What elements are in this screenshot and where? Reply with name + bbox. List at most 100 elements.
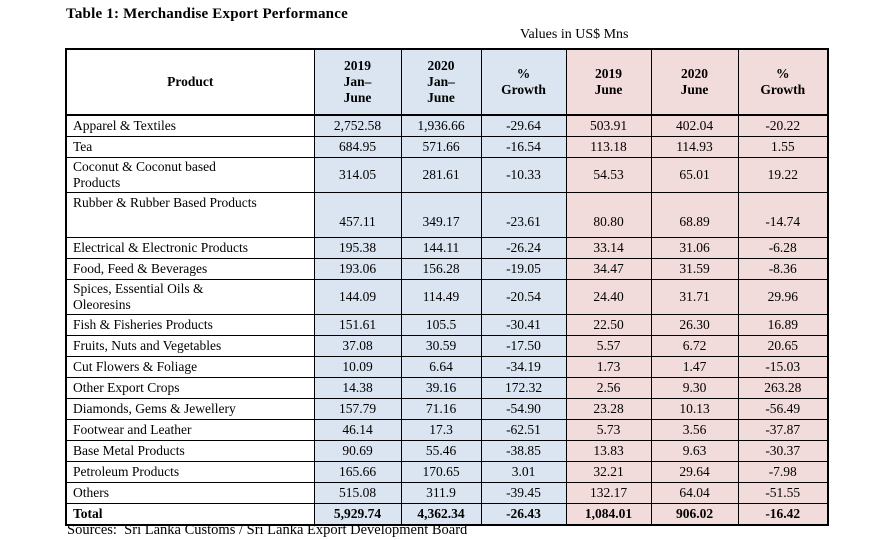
value-cell-2019-jan-june: 193.06 <box>313 257 402 280</box>
value-cell-2020-june: 64.04 <box>650 481 739 504</box>
value-cell-growth-jan-june: -10.33 <box>480 156 567 193</box>
value-cell-2020-jan-june: 55.46 <box>400 439 482 462</box>
value-cell-2020-june: 3.56 <box>650 418 739 441</box>
value-cell-2019-jan-june: 157.79 <box>313 397 402 420</box>
table-body: Apparel & Textiles 2,752.58 1,936.66 -29.64… <box>65 114 829 526</box>
value-cell-2019-june: 13.83 <box>565 439 652 462</box>
table-row: Rubber & Rubber Based Products 457.11 349.… <box>65 191 829 238</box>
value-cell-growth-jan-june: -34.19 <box>480 355 567 378</box>
value-cell-growth-june: -37.87 <box>737 418 829 441</box>
product-cell: Apparel & Textiles <box>65 114 315 137</box>
sources-note: Sources: Sri Lanka Customs / Sri Lanka E… <box>67 522 468 538</box>
value-cell-2020-june: 1.47 <box>650 355 739 378</box>
column-header-line: June <box>680 82 709 97</box>
product-cell: Other Export Crops <box>65 376 315 399</box>
value-cell-2020-june: 6.72 <box>650 334 739 357</box>
value-cell-growth-june: -6.28 <box>737 236 829 259</box>
value-cell-2020-jan-june: 114.49 <box>400 278 482 315</box>
value-cell-2020-june: 9.30 <box>650 376 739 399</box>
value-cell-growth-june: 1.55 <box>737 135 829 158</box>
column-header-line: % <box>776 66 790 81</box>
value-cell-2020-jan-june: 571.66 <box>400 135 482 158</box>
product-cell: Tea <box>65 135 315 158</box>
value-cell-2019-jan-june: 195.38 <box>313 236 402 259</box>
table-row: Food, Feed & Beverages 193.06 156.28 -19.05… <box>65 257 829 280</box>
value-cell-2019-jan-june: 10.09 <box>313 355 402 378</box>
column-header-line: Jan– <box>427 74 455 89</box>
column-header-2019-jan-june: 2019 Jan– June <box>313 48 402 116</box>
product-cell: Coconut & Coconut based Products <box>65 156 315 193</box>
value-cell-growth-jan-june: -30.41 <box>480 313 567 336</box>
value-cell-growth-june: -16.42 <box>737 502 829 526</box>
value-cell-growth-jan-june: 3.01 <box>480 460 567 483</box>
product-cell: Rubber & Rubber Based Products <box>65 191 315 238</box>
value-cell-2019-june: 132.17 <box>565 481 652 504</box>
value-cell-growth-june: 29.96 <box>737 278 829 315</box>
column-header-growth-jan-june: % Growth <box>480 48 567 116</box>
product-cell: Spices, Essential Oils & Oleoresins <box>65 278 315 315</box>
column-header-2019-june: 2019 June <box>565 48 652 116</box>
value-cell-2020-june: 906.02 <box>650 502 739 526</box>
product-cell: Total <box>65 502 315 526</box>
value-cell-growth-jan-june: -16.54 <box>480 135 567 158</box>
column-header-line: % <box>516 66 531 81</box>
value-cell-2019-jan-june: 144.09 <box>313 278 402 315</box>
value-cell-growth-june: -51.55 <box>737 481 829 504</box>
table-row: Petroleum Products 165.66 170.65 3.01 32.21 2… <box>65 460 829 483</box>
product-cell: Fruits, Nuts and Vegetables <box>65 334 315 357</box>
table-row: Cut Flowers & Foliage 10.09 6.64 -34.19 1.73… <box>65 355 829 378</box>
value-cell-2020-june: 29.64 <box>650 460 739 483</box>
product-cell: Fish & Fisheries Products <box>65 313 315 336</box>
header-row: Product 2019 Jan– June 2020 Jan– June% Growth 20… <box>65 48 829 116</box>
value-cell-2020-june: 68.89 <box>650 191 739 238</box>
value-cell-2020-june: 10.13 <box>650 397 739 420</box>
value-cell-2020-jan-june: 4,362.34 <box>400 502 482 526</box>
value-cell-growth-jan-june: -23.61 <box>480 191 567 238</box>
value-cell-2020-jan-june: 6.64 <box>400 355 482 378</box>
table-row: Fruits, Nuts and Vegetables 37.08 30.59 -17… <box>65 334 829 357</box>
value-cell-2020-jan-june: 71.16 <box>400 397 482 420</box>
column-header-line: June <box>427 90 455 105</box>
product-cell: Base Metal Products <box>65 439 315 462</box>
column-header-line: 2020 <box>427 58 455 73</box>
value-cell-2020-june: 26.30 <box>650 313 739 336</box>
value-cell-growth-jan-june: -29.64 <box>480 114 567 137</box>
value-cell-growth-jan-june: -62.51 <box>480 418 567 441</box>
value-cell-2020-jan-june: 39.16 <box>400 376 482 399</box>
column-header-2020-jan-june: 2020 Jan– June <box>400 48 482 116</box>
value-cell-2020-jan-june: 105.5 <box>400 313 482 336</box>
value-cell-growth-jan-june: -17.50 <box>480 334 567 357</box>
table-row: Other Export Crops 14.38 39.16 172.32 2.56 9.… <box>65 376 829 399</box>
value-cell-growth-jan-june: -26.24 <box>480 236 567 259</box>
value-cell-growth-june: -56.49 <box>737 397 829 420</box>
value-cell-2020-june: 31.59 <box>650 257 739 280</box>
value-cell-2020-june: 402.04 <box>650 114 739 137</box>
value-cell-growth-june: -14.74 <box>737 191 829 238</box>
table-row: Spices, Essential Oils & Oleoresins 144.0… <box>65 278 829 315</box>
value-cell-growth-june: -7.98 <box>737 460 829 483</box>
value-cell-2019-june: 80.80 <box>565 191 652 238</box>
table-row: Footwear and Leather 46.14 17.3 -62.51 5.73 3… <box>65 418 829 441</box>
value-cell-2019-jan-june: 165.66 <box>313 460 402 483</box>
value-cell-2019-jan-june: 5,929.74 <box>313 502 402 526</box>
value-cell-2019-june: 113.18 <box>565 135 652 158</box>
value-cell-2020-jan-june: 17.3 <box>400 418 482 441</box>
value-cell-2019-june: 2.56 <box>565 376 652 399</box>
value-cell-growth-jan-june: -20.54 <box>480 278 567 315</box>
product-cell: Cut Flowers & Foliage <box>65 355 315 378</box>
value-cell-2020-june: 65.01 <box>650 156 739 193</box>
column-header-line: Jan– <box>343 74 372 89</box>
column-header-2020-june: 2020 June <box>650 48 739 116</box>
value-cell-growth-june: 263.28 <box>737 376 829 399</box>
value-cell-growth-jan-june: -26.43 <box>480 502 567 526</box>
units-note: Values in US$ Mns <box>520 27 629 42</box>
value-cell-growth-june: -15.03 <box>737 355 829 378</box>
value-cell-2020-june: 31.06 <box>650 236 739 259</box>
column-header-line: June <box>594 82 623 97</box>
table-row: Others 515.08 311.9 -39.45 132.17 64.04 -51.55 <box>65 481 829 504</box>
value-cell-2019-jan-june: 515.08 <box>313 481 402 504</box>
value-cell-2019-june: 32.21 <box>565 460 652 483</box>
value-cell-2019-jan-june: 151.61 <box>313 313 402 336</box>
table-row: Coconut & Coconut based Products 314.05 28… <box>65 156 829 193</box>
column-header-line: June <box>343 90 372 105</box>
